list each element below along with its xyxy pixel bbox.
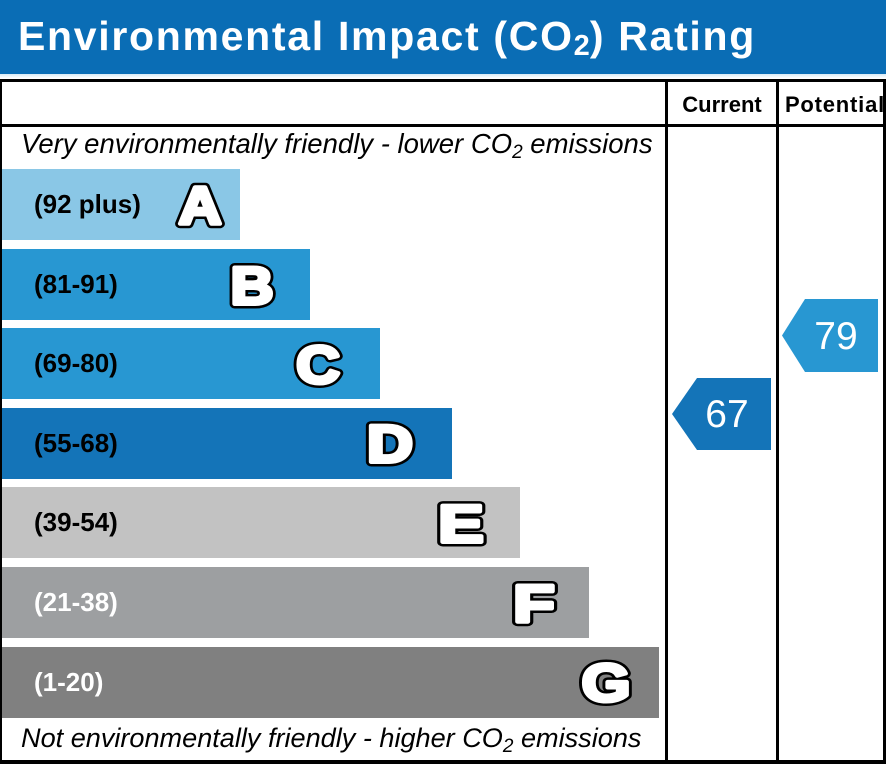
svg-text:G: G <box>581 654 630 713</box>
svg-text:D: D <box>367 415 413 474</box>
svg-text:E: E <box>438 494 483 553</box>
svg-text:A: A <box>178 175 221 234</box>
svg-text:C: C <box>296 336 340 395</box>
svg-text:A: A <box>178 175 221 234</box>
svg-text:C: C <box>296 336 340 395</box>
svg-text:E: E <box>438 494 483 553</box>
svg-text:B: B <box>231 255 274 314</box>
svg-text:F: F <box>513 574 554 633</box>
svg-text:D: D <box>367 415 413 474</box>
svg-text:B: B <box>231 255 274 314</box>
svg-text:G: G <box>581 654 630 713</box>
svg-text:F: F <box>513 574 554 633</box>
svg-text:79: 79 <box>814 315 857 358</box>
svg-text:67: 67 <box>705 393 748 436</box>
